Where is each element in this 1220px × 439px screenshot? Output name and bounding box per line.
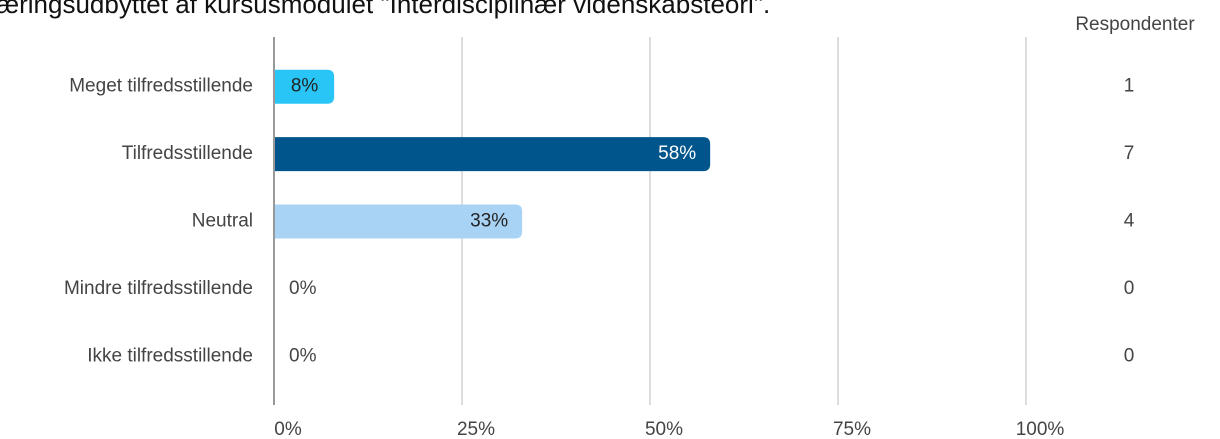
x-tick-label: 25% <box>457 419 495 439</box>
bar <box>275 137 711 172</box>
y-tick-label: Meget tilfredsstillende <box>69 76 253 97</box>
x-tick-label: 100% <box>1016 419 1065 439</box>
chart-title: æringsudbyttet af kursusmodulet "Interdi… <box>0 0 770 19</box>
value-label: 58% <box>658 143 696 164</box>
x-tick-label: 75% <box>833 419 871 439</box>
y-tick-label: Tilfredsstillende <box>122 143 253 164</box>
y-tick-label: Mindre tilfredsstillende <box>64 278 253 299</box>
x-tick-label: 50% <box>645 419 683 439</box>
value-label: 0% <box>289 345 317 366</box>
y-tick-label: Neutral <box>192 211 253 232</box>
value-label: 33% <box>470 211 508 232</box>
respondent-count: 0 <box>1124 345 1135 366</box>
respondent-count: 1 <box>1124 76 1135 97</box>
respondent-count: 7 <box>1124 143 1135 164</box>
respondent-count: 4 <box>1124 211 1135 232</box>
value-label: 0% <box>289 278 317 299</box>
bar <box>275 69 335 104</box>
value-label: 8% <box>291 76 319 97</box>
respondents-header: Respondenter <box>1075 14 1195 35</box>
respondent-count: 0 <box>1124 278 1135 299</box>
y-tick-label: Ikke tilfredsstillende <box>87 345 253 366</box>
x-tick-label: 0% <box>274 419 302 439</box>
bar <box>275 204 523 239</box>
